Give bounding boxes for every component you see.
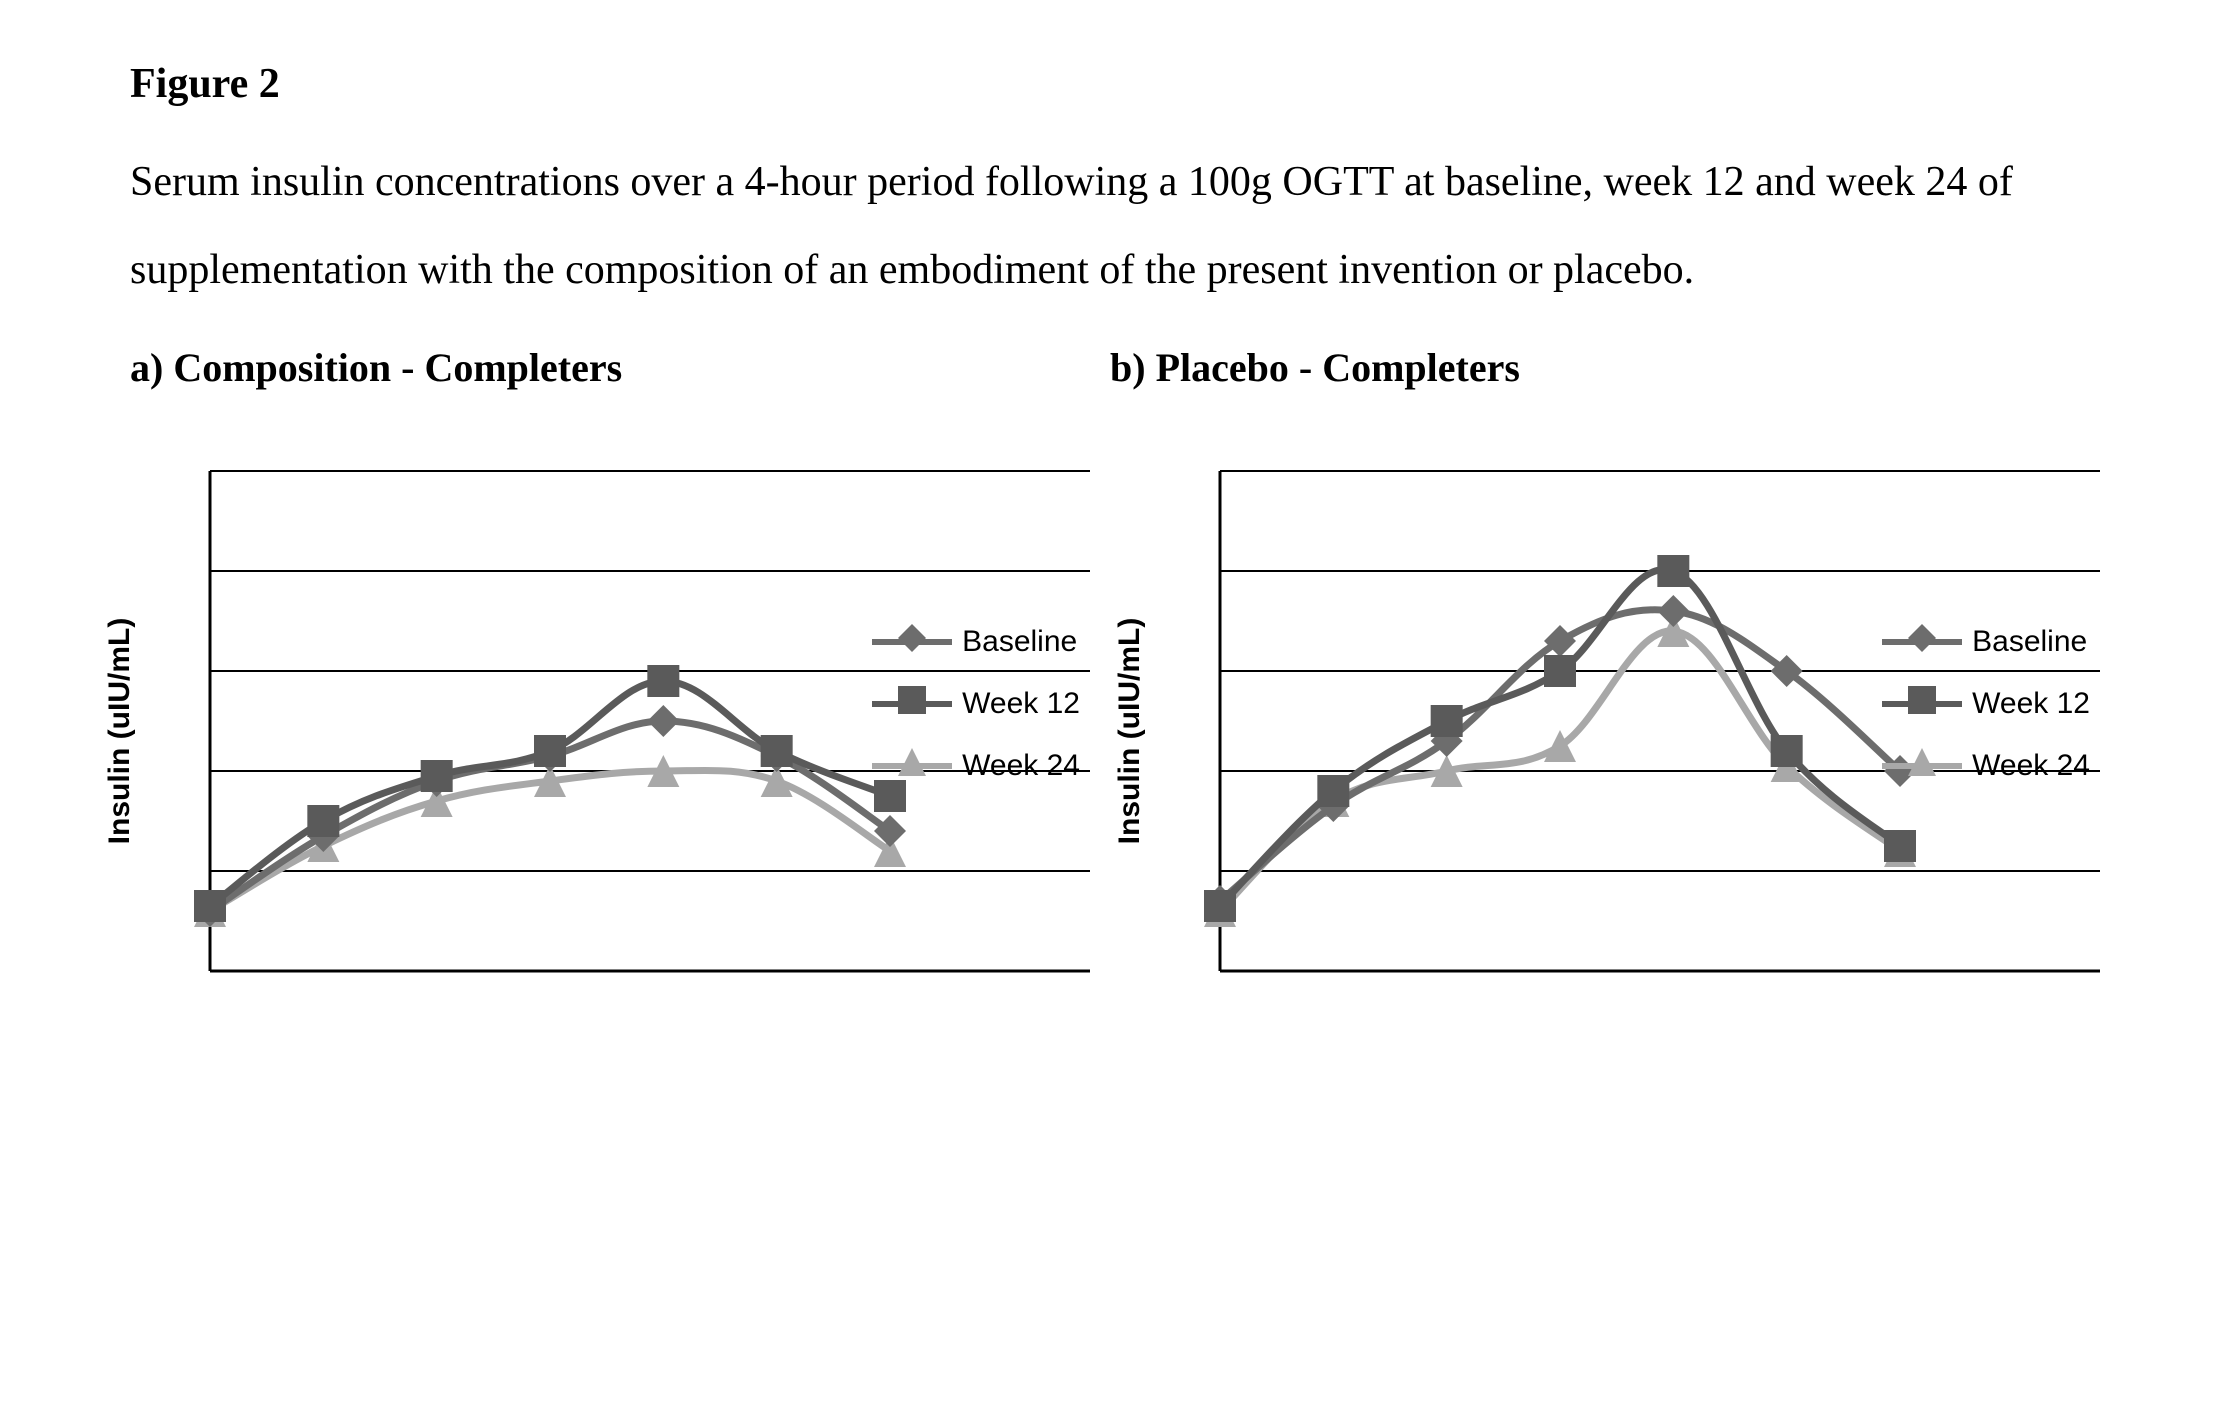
legend-label-baseline: Baseline [1972, 625, 2087, 659]
legend-item-week24: Week 24 [1882, 735, 2090, 797]
legend-swatch-week24 [872, 752, 952, 780]
legend-label-week24: Week 24 [962, 749, 1080, 783]
legend-label-baseline: Baseline [962, 625, 1077, 659]
figure-title: Figure 2 [130, 60, 2110, 108]
legend-label-week12: Week 12 [1972, 687, 2090, 721]
legend-item-baseline: Baseline [1882, 611, 2090, 673]
panel-a-title: a) Composition - Completers [130, 344, 1070, 391]
legend-swatch-week12 [1882, 690, 1962, 718]
legend-item-week12: Week 12 [872, 673, 1080, 735]
panel-b-title: b) Placebo - Completers [1110, 344, 2110, 391]
legend-label-week24: Week 24 [1972, 749, 2090, 783]
legend-label-week12: Week 12 [962, 687, 1080, 721]
chart-a: Insulin (uIU/mL) BaselineWeek 12Week 24 [130, 451, 1100, 1011]
chart-b-legend: Baseline Week 12 Week 24 [1882, 611, 2090, 797]
chart-b: Insulin (uIU/mL) BaselineWeek 12Week 24 [1140, 451, 2110, 1011]
legend-item-baseline: Baseline [872, 611, 1080, 673]
legend-item-week12: Week 12 [1882, 673, 2090, 735]
legend-swatch-week24 [1882, 752, 1962, 780]
figure-page: Figure 2 Serum insulin concentrations ov… [0, 0, 2240, 1423]
legend-swatch-week12 [872, 690, 952, 718]
legend-item-week24: Week 24 [872, 735, 1080, 797]
charts-row: Insulin (uIU/mL) BaselineWeek 12Week 24 … [130, 451, 2110, 1011]
legend-swatch-baseline [872, 628, 952, 656]
figure-caption: Serum insulin concentrations over a 4-ho… [130, 138, 2110, 314]
panel-titles-row: a) Composition - Completers b) Placebo -… [130, 344, 2110, 391]
chart-a-legend: Baseline Week 12 Week 24 [872, 611, 1080, 797]
legend-swatch-baseline [1882, 628, 1962, 656]
